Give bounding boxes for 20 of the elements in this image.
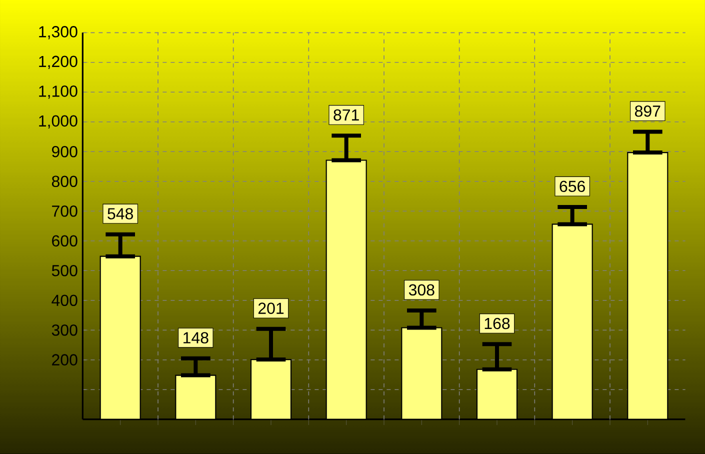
y-tick-label: 800 xyxy=(52,176,78,188)
y-tick-label: 1,100 xyxy=(39,86,78,99)
y-tick-label: 1,200 xyxy=(39,56,78,70)
data-label: 871 xyxy=(334,109,359,121)
data-label: 656 xyxy=(560,180,585,192)
y-tick-label: 900 xyxy=(52,146,78,158)
data-label: 148 xyxy=(184,332,208,344)
data-label: 897 xyxy=(635,105,660,117)
y-tick-label: 300 xyxy=(52,324,78,336)
y-tick-label: 600 xyxy=(52,235,78,247)
data-label: 548 xyxy=(108,208,133,220)
data-label: 201 xyxy=(258,302,284,314)
data-label: 308 xyxy=(408,284,434,296)
data-label: 168 xyxy=(484,318,510,330)
y-tick-label: 1,000 xyxy=(39,115,78,129)
y-tick-label: 400 xyxy=(52,294,78,306)
y-tick-label: 1,300 xyxy=(39,26,78,40)
y-tick-label: 200 xyxy=(52,354,78,366)
y-tick-label: 700 xyxy=(52,205,78,217)
y-tick-label: 500 xyxy=(52,264,78,276)
